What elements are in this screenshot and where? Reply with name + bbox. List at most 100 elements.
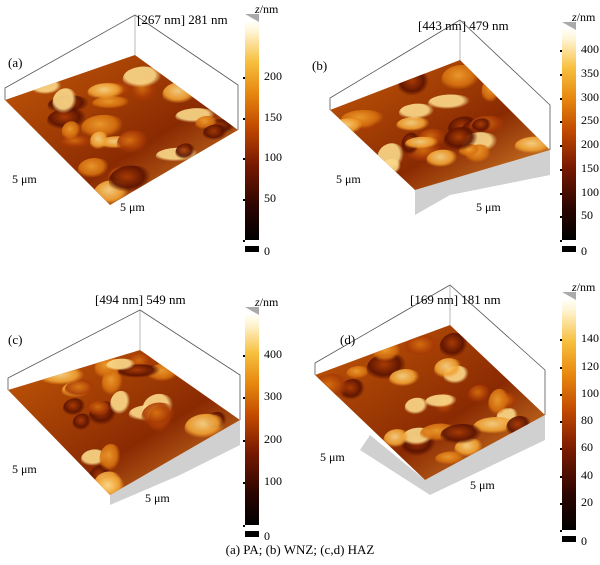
surface-feature	[434, 358, 465, 382]
colorbar-tick: 100	[264, 474, 282, 489]
colorbar-tick-mark	[243, 439, 245, 442]
colorbar-tick: 200	[581, 137, 599, 152]
afm-surface-3d	[4, 14, 239, 205]
panel-label: (b)	[312, 58, 328, 73]
panel-label: (c)	[8, 332, 23, 347]
surface-feature	[398, 103, 439, 122]
surface-feature	[389, 369, 423, 390]
colorbar-tick: 100	[264, 150, 282, 165]
figure-caption: (a) PA; (b) WNZ; (c,d) HAZ	[225, 542, 375, 557]
colorbar-tick-mark	[243, 482, 245, 485]
surface-feature	[440, 424, 487, 448]
colorbar-tick-mark	[560, 393, 562, 396]
colorbar-tick: 60	[581, 440, 593, 455]
surface-side	[415, 150, 550, 215]
colorbar-tick: 300	[581, 89, 599, 104]
colorbar-tick-mark	[243, 354, 245, 357]
colorbar-tick-mark	[560, 121, 562, 124]
colorbar-tick: 100	[581, 184, 599, 199]
colorbar-tick: 120	[581, 358, 599, 373]
colorbar-tick: 40	[581, 467, 593, 482]
surface-side	[110, 420, 240, 505]
surface-feature	[89, 131, 111, 153]
axis-y-label: 5 μm	[12, 172, 37, 186]
height-range-title: [169 nm] 181 nm	[410, 292, 501, 307]
surface-feature	[122, 66, 166, 92]
surface-feature	[404, 397, 431, 418]
colorbar-tick-mark	[560, 192, 562, 195]
surface-feature	[63, 398, 88, 419]
colorbar	[562, 300, 576, 542]
afm-surface-3d	[7, 309, 241, 505]
panel-label: (d)	[340, 332, 356, 347]
surface-feature	[61, 121, 83, 143]
surface-feature	[425, 394, 461, 410]
afm-panel-a: [267 nm] 281 nm (a) 5 μm 5 μm z/nm 0 50 10…	[0, 0, 300, 270]
surface-feature	[108, 165, 156, 197]
colorbar-tick: 50	[581, 208, 593, 223]
surface-feature	[40, 367, 89, 388]
surface-feature	[488, 388, 511, 420]
afm-surface-3d	[329, 19, 551, 215]
colorbar-tick-mark	[560, 168, 562, 171]
colorbar-tick: 150	[581, 160, 599, 175]
colorbar-tick: 250	[581, 113, 599, 128]
colorbar-tick: 0	[264, 244, 270, 258]
colorbar-tick: 350	[581, 66, 599, 81]
surface-feature	[87, 400, 114, 419]
surface-feature	[94, 475, 128, 495]
colorbar-tick: 20	[581, 494, 593, 509]
surface-feature	[428, 94, 475, 112]
colorbar-tick-mark	[560, 74, 562, 77]
colorbar-tick-mark	[243, 117, 245, 120]
colorbar-tick: 50	[264, 191, 276, 206]
colorbar	[245, 22, 259, 252]
surface-feature	[72, 413, 94, 434]
surface-feature	[383, 429, 412, 451]
afm-surface-3d	[314, 284, 546, 495]
surface-feature	[372, 341, 404, 365]
afm-panel-d: [169 nm] 181 nm (d) 5 μm 5 μm z/nm 0 20 40…	[300, 265, 600, 548]
colorbar-tick: 400	[581, 42, 599, 57]
colorbar-tick-mark	[243, 158, 245, 161]
colorbar-tick-mark	[560, 97, 562, 100]
height-range-title: [267 nm] 281 nm	[137, 12, 228, 27]
colorbar-tick-mark	[560, 216, 562, 219]
colorbar-tick-mark	[560, 421, 562, 424]
colorbar-tick: 80	[581, 413, 593, 428]
surface-feature	[467, 384, 493, 406]
panel-label: (a)	[8, 55, 23, 70]
surface-feature	[110, 390, 133, 419]
surface-feature	[99, 443, 123, 476]
height-range-title: [443 nm] 479 nm	[418, 18, 509, 33]
surface-feature	[398, 70, 433, 101]
colorbar-tick-mark	[560, 502, 562, 505]
colorbar-tick: 300	[264, 389, 282, 404]
colorbar-tick: 400	[264, 346, 282, 361]
surface-feature	[87, 83, 128, 103]
colorbar-tick-mark	[560, 145, 562, 148]
surface-feature	[162, 81, 201, 108]
colorbar-tick: 140	[581, 331, 599, 346]
colorbar-tick: 200	[264, 68, 282, 83]
axis-y-label: 5 μm	[336, 172, 361, 186]
colorbar-tick: 200	[264, 431, 282, 446]
surface-feature	[346, 365, 373, 381]
surface-feature	[331, 118, 367, 137]
height-range-title: [494 nm] 549 nm	[95, 292, 186, 307]
colorbar-unit: z/nm	[572, 280, 596, 294]
afm-panel-c: [494 nm] 549 nm (c) 5 μm 5 μm z/nm 0 100 2…	[0, 265, 300, 543]
surface-feature	[315, 373, 353, 405]
colorbar-tick-mark	[560, 339, 562, 342]
colorbar-unit: z/nm	[572, 10, 596, 24]
surface-feature	[377, 143, 407, 175]
axis-x-label: 5 μm	[470, 478, 495, 492]
axis-y-label: 5 μm	[12, 462, 37, 476]
colorbar-tick: 0	[581, 244, 587, 258]
surface-feature	[202, 124, 230, 143]
colorbar-tick-mark	[243, 240, 245, 242]
colorbar-tick-mark	[560, 475, 562, 478]
colorbar-tick: 0	[581, 534, 587, 548]
surface-side	[360, 415, 545, 495]
